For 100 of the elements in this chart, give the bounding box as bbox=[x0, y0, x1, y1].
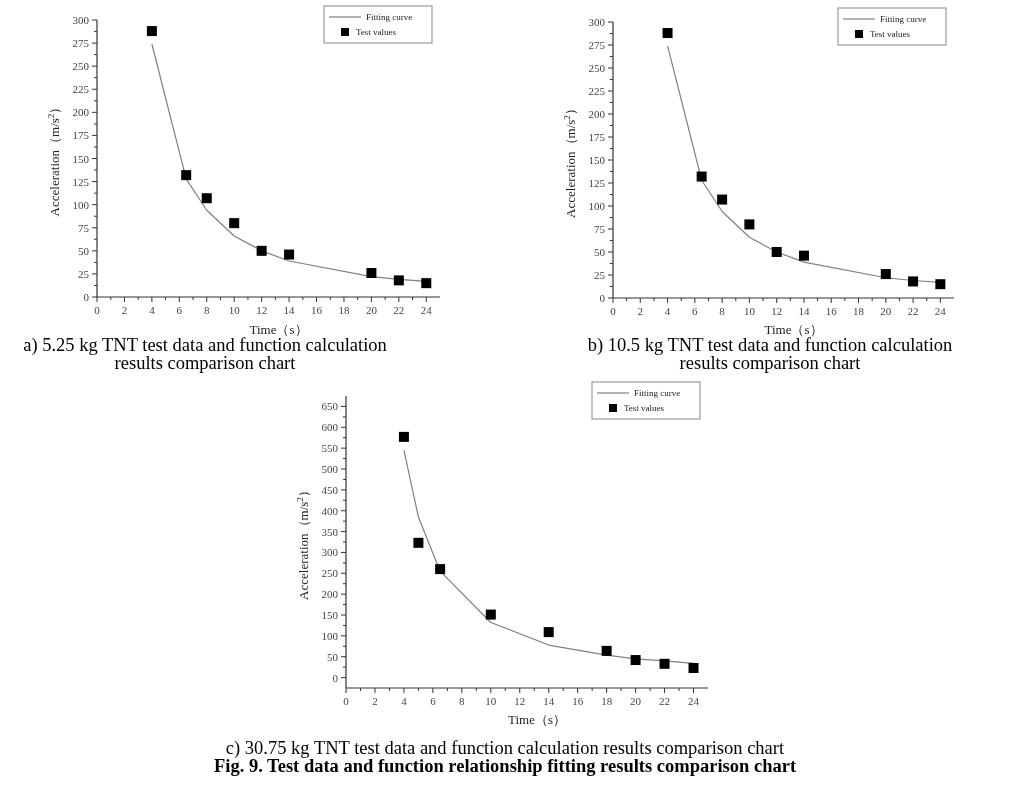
y-tick-label: 75 bbox=[78, 221, 90, 234]
point bbox=[256, 245, 267, 256]
y-tick-label: 225 bbox=[72, 83, 90, 96]
y-tick-label: 275 bbox=[588, 39, 606, 51]
x-tick-label: 22 bbox=[659, 695, 671, 707]
y-tick-label: 300 bbox=[321, 546, 339, 559]
x-tick-label: 22 bbox=[393, 304, 405, 316]
y-tick-label: 100 bbox=[72, 198, 90, 211]
point bbox=[146, 26, 157, 37]
x-tick-label: 12 bbox=[771, 305, 783, 317]
legend-label: Fitting curve bbox=[634, 388, 681, 398]
point bbox=[413, 537, 424, 548]
y-tick-label: 200 bbox=[321, 588, 339, 601]
point bbox=[543, 627, 554, 638]
x-tick-label: 4 bbox=[149, 304, 156, 316]
point bbox=[744, 219, 755, 230]
y-tick-label: 400 bbox=[321, 504, 339, 517]
x-tick-label: 16 bbox=[311, 304, 323, 316]
text: a) 5.25 kg TNT test data and function calculation results comparison chart bbox=[23, 335, 387, 373]
point bbox=[771, 247, 782, 257]
x-tick-label: 2 bbox=[121, 304, 128, 316]
point bbox=[630, 655, 641, 666]
legend-label: Fitting curve bbox=[880, 14, 927, 24]
x-tick-label: 14 bbox=[798, 305, 810, 317]
y-tick-label: 125 bbox=[72, 175, 90, 188]
x-tick-label: 6 bbox=[430, 695, 437, 707]
point bbox=[435, 564, 446, 575]
x-tick-label: 18 bbox=[601, 695, 613, 707]
y-tick-label: 450 bbox=[321, 483, 339, 496]
y-tick-label: 500 bbox=[321, 463, 339, 475]
point bbox=[181, 170, 192, 181]
y-tick-label: 100 bbox=[588, 200, 606, 212]
x-tick-label: 10 bbox=[228, 304, 241, 316]
x-tick-label: 18 bbox=[338, 304, 350, 316]
y-tick-label: 250 bbox=[72, 60, 90, 73]
y-tick-label: 200 bbox=[72, 106, 90, 119]
x-tick-label: 8 bbox=[719, 305, 726, 317]
point bbox=[229, 218, 240, 229]
text: c) 30.75 kg TNT test data and function calculation results comparison chart bbox=[225, 738, 785, 759]
point bbox=[366, 267, 377, 278]
point bbox=[880, 269, 891, 280]
y-tick-label: 100 bbox=[321, 629, 339, 642]
y-tick-label: 0 bbox=[599, 292, 606, 304]
x-tick-label: 10 bbox=[485, 695, 497, 707]
y-tick-label: 150 bbox=[588, 154, 606, 166]
x-tick-label: 2 bbox=[372, 695, 378, 707]
y-tick-label: 150 bbox=[72, 152, 90, 165]
x-tick-label: 4 bbox=[664, 305, 671, 317]
point bbox=[201, 193, 212, 204]
y-tick-label: 75 bbox=[594, 223, 606, 235]
y-tick-label: 175 bbox=[72, 129, 90, 142]
y-tick-label: 0 bbox=[332, 671, 339, 684]
point bbox=[688, 662, 699, 673]
x-tick-label: 2 bbox=[637, 305, 644, 317]
point bbox=[935, 279, 946, 290]
x-tick-label: 24 bbox=[420, 304, 433, 316]
x-tick-label: 6 bbox=[692, 305, 699, 317]
y-tick-label: 50 bbox=[78, 244, 90, 257]
y-tick-label: 0 bbox=[83, 291, 90, 303]
point bbox=[659, 658, 670, 669]
point bbox=[908, 276, 919, 287]
point bbox=[421, 278, 432, 289]
y-tick-label: 300 bbox=[588, 16, 606, 28]
x-tick-label: 8 bbox=[459, 695, 466, 707]
point bbox=[717, 194, 728, 205]
x-tick-label: 14 bbox=[283, 304, 296, 316]
x-tick-label: 24 bbox=[688, 695, 700, 707]
y-tick-label: 250 bbox=[321, 567, 339, 580]
x-tick-label: 10 bbox=[743, 305, 756, 317]
x-tick-label: 20 bbox=[365, 304, 378, 316]
x-tick-label: 16 bbox=[572, 695, 584, 707]
y-tick-label: 200 bbox=[588, 108, 606, 120]
legend-label: Fitting curve bbox=[366, 12, 413, 22]
x-tick-label: 0 bbox=[343, 695, 350, 707]
y-tick-label: 250 bbox=[588, 62, 606, 74]
text: b) 10.5 kg TNT test data and function calculation results comparison chart bbox=[587, 335, 953, 373]
point bbox=[284, 249, 295, 260]
y-tick-label: 50 bbox=[594, 246, 606, 258]
x-tick-label: 20 bbox=[630, 695, 642, 707]
x-axis-title: Time（s） bbox=[764, 322, 823, 337]
y-tick-label: 125 bbox=[588, 177, 606, 189]
x-tick-label: 22 bbox=[907, 305, 919, 317]
legend-label: Test values bbox=[624, 403, 665, 413]
x-tick-label: 4 bbox=[401, 695, 408, 707]
y-tick-label: 275 bbox=[72, 37, 90, 50]
y-tick-label: 25 bbox=[594, 269, 606, 281]
legend-label: Test values bbox=[356, 27, 397, 37]
x-tick-label: 16 bbox=[825, 305, 838, 317]
point bbox=[393, 275, 404, 286]
x-axis-title: Time（s） bbox=[507, 712, 567, 727]
x-tick-label: 14 bbox=[543, 695, 555, 707]
point bbox=[696, 171, 707, 182]
x-axis-title: Time（s） bbox=[249, 322, 308, 337]
x-tick-label: 18 bbox=[853, 305, 865, 317]
x-tick-label: 20 bbox=[880, 305, 892, 317]
x-tick-label: 12 bbox=[256, 304, 268, 316]
point bbox=[662, 28, 673, 39]
y-tick-label: 25 bbox=[78, 267, 90, 280]
y-tick-label: 350 bbox=[321, 525, 339, 538]
y-tick-label: 650 bbox=[321, 400, 339, 413]
